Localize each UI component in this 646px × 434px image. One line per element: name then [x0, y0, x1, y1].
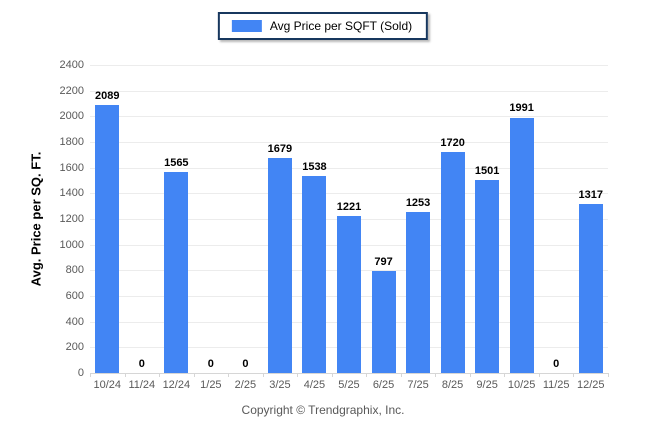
y-tick-label: 2400: [59, 59, 84, 71]
axis-tick: [124, 373, 126, 377]
y-tick-label: 1600: [59, 161, 84, 174]
axis-tick: [400, 373, 402, 377]
bar-value-label: 1501: [474, 165, 500, 178]
x-tick-label: 6/25: [372, 379, 395, 391]
x-tick-label: 2/25: [234, 379, 257, 391]
legend-label: Avg Price per SQFT (Sold): [269, 19, 413, 33]
bar: [302, 175, 327, 373]
axis-tick: [504, 373, 506, 377]
x-tick-label: 4/25: [303, 379, 326, 391]
y-tick-label: 600: [65, 290, 84, 302]
copyright-text: Copyright © Trendgraphix, Inc.: [241, 403, 405, 417]
axis-tick: [193, 373, 195, 377]
bar: [406, 212, 431, 373]
bar: [440, 152, 465, 373]
bar-value-label: 1991: [509, 102, 534, 115]
x-tick-label: 3/25: [269, 379, 291, 391]
bar-value-label: 797: [374, 255, 393, 268]
bar: [267, 157, 292, 373]
axis-tick: [538, 373, 540, 377]
bar-value-label: 2089: [95, 89, 120, 102]
y-tick-label: 2200: [59, 84, 84, 97]
plot-area: [90, 65, 608, 374]
bar-value-label: 0: [207, 358, 214, 370]
x-tick-label: 10/25: [507, 379, 536, 391]
axis-tick: [366, 373, 368, 377]
legend: Avg Price per SQFT (Sold): [217, 12, 429, 40]
axis-tick: [297, 373, 299, 377]
y-tick-label: 1800: [59, 136, 84, 148]
y-tick-label: 800: [65, 264, 84, 277]
axis-tick: [228, 373, 230, 377]
axis-tick: [262, 373, 264, 377]
bar-value-label: 1538: [302, 160, 327, 173]
axis-tick: [573, 373, 575, 377]
bar-value-label: 0: [553, 358, 560, 370]
y-tick-label: 1000: [59, 238, 84, 251]
x-tick-label: 10/24: [93, 379, 122, 391]
bar-value-label: 0: [242, 358, 249, 370]
y-tick-label: 400: [65, 315, 84, 328]
y-tick-label: 1200: [59, 213, 84, 225]
x-tick-label: 11/25: [542, 379, 570, 391]
y-tick-label: 1400: [59, 187, 84, 200]
bar: [95, 104, 120, 373]
x-tick-label: 12/25: [576, 379, 605, 391]
bar: [578, 204, 603, 373]
bar: [509, 117, 534, 373]
axis-tick: [331, 373, 333, 377]
x-tick-label: 7/25: [407, 379, 429, 391]
bar-value-label: 1679: [267, 142, 293, 155]
x-axis-line: [90, 373, 608, 374]
bar-value-label: 1317: [578, 188, 603, 201]
bar: [337, 216, 361, 373]
x-tick-label: 11/24: [128, 379, 156, 391]
bar-value-label: 1221: [336, 201, 362, 214]
legend-swatch-icon: [231, 20, 262, 32]
bar-value-label: 1565: [164, 157, 189, 170]
x-tick-label: 5/25: [338, 379, 360, 391]
axis-tick: [435, 373, 437, 377]
axis-tick: [469, 373, 471, 377]
gridline: [90, 116, 608, 118]
gridline: [90, 193, 608, 195]
bar: [371, 270, 396, 373]
axis-tick: [159, 373, 161, 377]
gridline: [90, 90, 608, 92]
bar-value-label: 0: [138, 358, 145, 370]
bar-value-label: 1720: [440, 137, 465, 150]
y-tick-label: 200: [65, 341, 84, 354]
x-tick-label: 1/25: [200, 379, 222, 391]
y-tick-label: 2000: [59, 110, 84, 123]
bar-value-label: 1253: [405, 197, 431, 210]
bar: [475, 180, 500, 373]
gridline: [90, 167, 608, 169]
gridline: [90, 142, 608, 143]
x-tick-label: 8/25: [441, 379, 464, 391]
axis-tick: [90, 373, 91, 377]
bar: [164, 172, 189, 373]
x-tick-label: 9/25: [476, 379, 498, 391]
x-tick-label: 12/24: [162, 379, 191, 391]
axis-tick: [608, 373, 609, 377]
y-tick-label: 0: [77, 367, 84, 379]
gridline: [90, 65, 608, 66]
